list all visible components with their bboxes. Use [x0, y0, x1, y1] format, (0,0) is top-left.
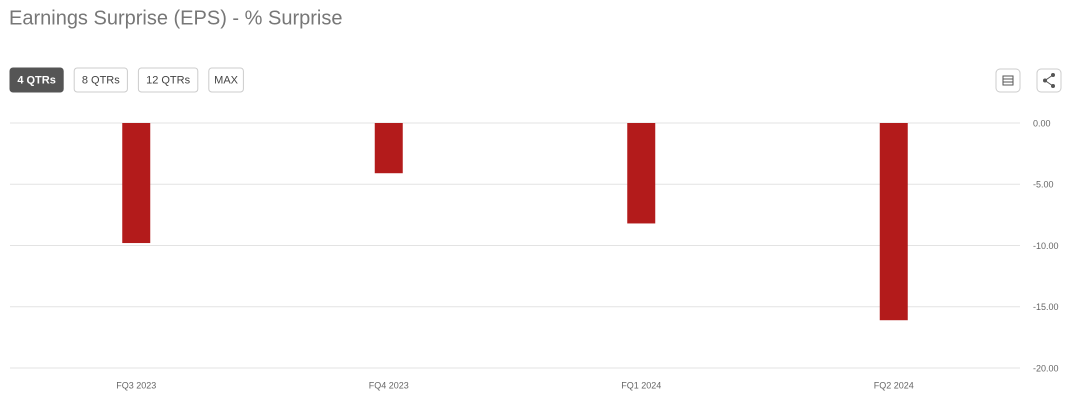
button-frame[interactable] [995, 68, 1021, 93]
y-tick-label: -5.00 [1033, 180, 1054, 190]
share-icon [1051, 73, 1055, 77]
range-button-label[interactable]: 12 QTRs [146, 74, 191, 86]
range-button-label[interactable]: MAX [214, 74, 239, 86]
y-tick-label: -20.00 [1033, 363, 1059, 373]
table-icon [1002, 75, 1014, 86]
chart-title: Earnings Surprise (EPS) - % Surprise [9, 7, 342, 29]
x-tick-label: FQ3 2023 [116, 380, 156, 390]
x-tick-label: FQ1 2024 [621, 380, 661, 390]
range-button[interactable] [73, 67, 128, 93]
bar [374, 123, 403, 174]
table-button[interactable] [995, 68, 1021, 93]
bar [879, 123, 908, 321]
y-tick-label: 0.00 [1033, 118, 1051, 128]
share-button[interactable] [1036, 68, 1062, 93]
range-button[interactable] [137, 67, 199, 93]
share-icon [1043, 78, 1047, 83]
button-frame[interactable] [1036, 68, 1062, 93]
range-button-label[interactable]: 4 QTRs [17, 74, 56, 86]
y-tick-label: -10.00 [1033, 241, 1059, 251]
bar [122, 123, 151, 244]
y-tick-label: -15.00 [1033, 302, 1059, 312]
x-tick-label: FQ4 2023 [369, 380, 409, 390]
bar [627, 123, 656, 224]
share-icon [1051, 84, 1055, 88]
x-tick-label: FQ2 2024 [874, 380, 914, 390]
range-button[interactable] [9, 67, 64, 93]
range-button[interactable] [208, 67, 244, 93]
range-button-label[interactable]: 8 QTRs [82, 74, 120, 86]
